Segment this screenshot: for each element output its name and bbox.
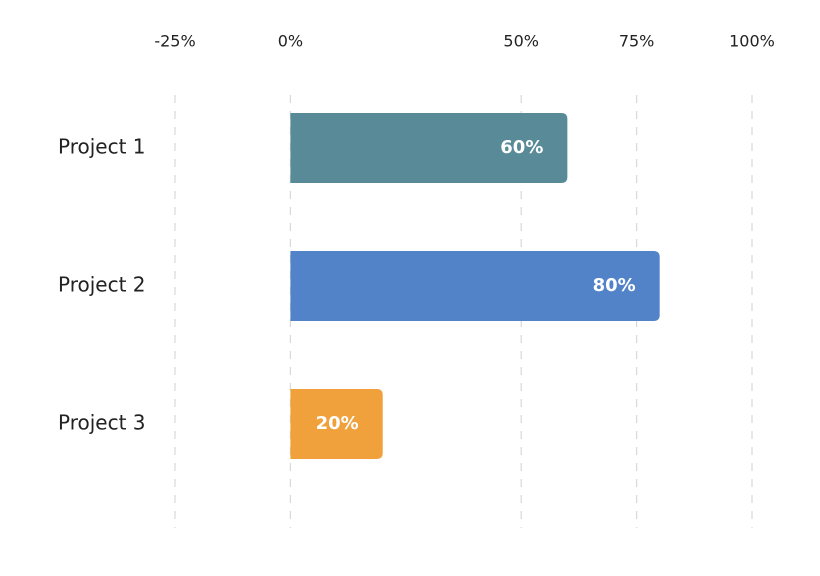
category-label: Project 2 bbox=[58, 273, 146, 297]
value-label: 60% bbox=[500, 137, 543, 158]
bar bbox=[290, 113, 568, 183]
value-label: 80% bbox=[593, 275, 636, 296]
x-tick-label: 100% bbox=[729, 32, 775, 51]
category-label: Project 3 bbox=[58, 411, 146, 435]
x-tick-label: 0% bbox=[278, 32, 303, 51]
category-label: Project 1 bbox=[58, 135, 146, 159]
x-tick-label: 75% bbox=[619, 32, 655, 51]
bar bbox=[290, 389, 383, 459]
x-tick-label: 50% bbox=[503, 32, 539, 51]
x-tick-label: -25% bbox=[154, 32, 195, 51]
bar bbox=[290, 251, 660, 321]
value-label: 20% bbox=[316, 413, 359, 434]
